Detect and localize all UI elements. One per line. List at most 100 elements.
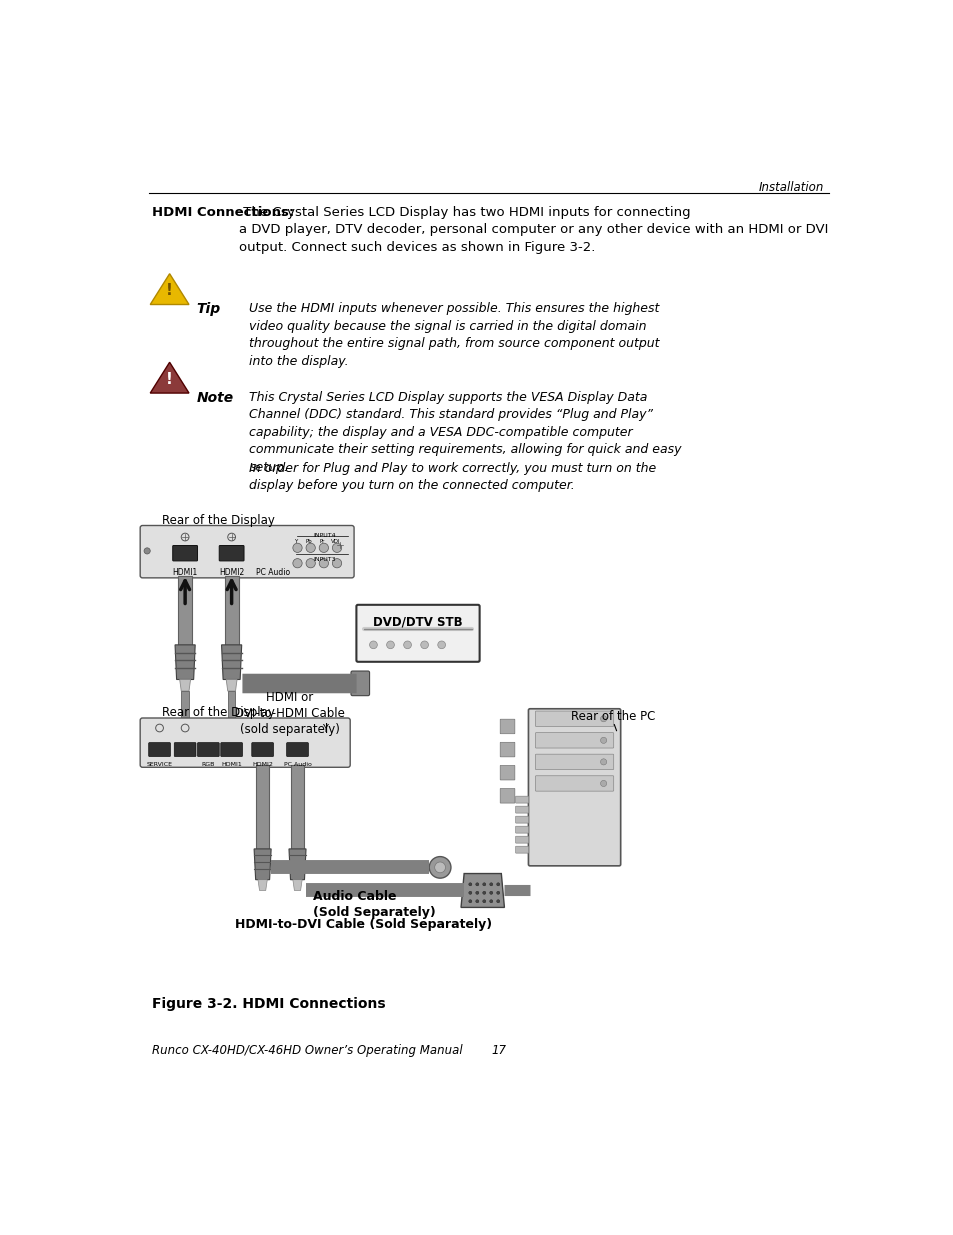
Circle shape xyxy=(489,892,493,894)
FancyBboxPatch shape xyxy=(528,709,620,866)
Polygon shape xyxy=(181,692,189,718)
FancyBboxPatch shape xyxy=(252,742,274,757)
Text: HDMI or
DVI-to-HDMI Cable
(sold separately): HDMI or DVI-to-HDMI Cable (sold separate… xyxy=(234,692,344,736)
Text: Runco CX-40HD/CX-46HD Owner’s Operating Manual: Runco CX-40HD/CX-46HD Owner’s Operating … xyxy=(152,1044,462,1057)
Circle shape xyxy=(599,737,606,743)
Text: Tip: Tip xyxy=(196,303,221,316)
Circle shape xyxy=(489,900,493,903)
Circle shape xyxy=(420,641,428,648)
FancyBboxPatch shape xyxy=(356,605,479,662)
Circle shape xyxy=(293,558,302,568)
Circle shape xyxy=(435,862,445,873)
Circle shape xyxy=(319,543,328,552)
FancyBboxPatch shape xyxy=(174,742,195,757)
Polygon shape xyxy=(221,645,241,679)
Text: Y: Y xyxy=(294,538,297,543)
FancyBboxPatch shape xyxy=(499,719,515,734)
FancyBboxPatch shape xyxy=(499,788,515,803)
Circle shape xyxy=(468,883,472,885)
Circle shape xyxy=(482,900,485,903)
Polygon shape xyxy=(460,873,504,908)
Text: RGB: RGB xyxy=(201,762,214,767)
Circle shape xyxy=(332,558,341,568)
FancyBboxPatch shape xyxy=(535,732,613,748)
FancyBboxPatch shape xyxy=(516,806,528,813)
Text: Rear of the Display: Rear of the Display xyxy=(162,706,274,720)
Text: This Crystal Series LCD Display supports the VESA Display Data
Channel (DDC) sta: This Crystal Series LCD Display supports… xyxy=(249,390,681,474)
Text: HDMI-to-DVI Cable (Sold Separately): HDMI-to-DVI Cable (Sold Separately) xyxy=(235,918,492,931)
Text: INPUT3: INPUT3 xyxy=(313,557,335,562)
FancyBboxPatch shape xyxy=(286,742,308,757)
Circle shape xyxy=(497,892,499,894)
Circle shape xyxy=(482,892,485,894)
Text: Audio Cable
(Sold Separately): Audio Cable (Sold Separately) xyxy=(313,889,436,919)
Text: Figure 3-2. HDMI Connections: Figure 3-2. HDMI Connections xyxy=(152,997,385,1010)
Circle shape xyxy=(429,857,451,878)
Text: Rear of the PC: Rear of the PC xyxy=(571,710,655,724)
FancyBboxPatch shape xyxy=(351,671,369,695)
Text: Installation: Installation xyxy=(759,180,823,194)
Circle shape xyxy=(599,716,606,721)
Circle shape xyxy=(369,641,377,648)
Polygon shape xyxy=(174,645,195,679)
Text: HDMI Connections:: HDMI Connections: xyxy=(152,206,294,219)
Circle shape xyxy=(476,883,478,885)
Circle shape xyxy=(144,548,150,555)
Circle shape xyxy=(403,641,411,648)
FancyBboxPatch shape xyxy=(220,742,242,757)
Text: HDMI2: HDMI2 xyxy=(219,568,244,577)
Polygon shape xyxy=(224,576,238,645)
Text: Pb: Pb xyxy=(305,538,313,543)
FancyBboxPatch shape xyxy=(149,742,171,757)
Polygon shape xyxy=(150,362,189,393)
FancyBboxPatch shape xyxy=(140,526,354,578)
Circle shape xyxy=(386,641,394,648)
Text: PC Audio: PC Audio xyxy=(283,762,311,767)
Text: !: ! xyxy=(166,283,172,298)
Circle shape xyxy=(489,883,493,885)
Circle shape xyxy=(468,900,472,903)
FancyBboxPatch shape xyxy=(516,836,528,844)
Text: SERVICE: SERVICE xyxy=(147,762,172,767)
Text: Note: Note xyxy=(196,390,233,405)
FancyBboxPatch shape xyxy=(172,546,197,561)
Circle shape xyxy=(468,892,472,894)
Text: VDI: VDI xyxy=(331,538,340,543)
Text: HDMI1: HDMI1 xyxy=(221,762,242,767)
Polygon shape xyxy=(253,848,271,879)
Circle shape xyxy=(497,900,499,903)
Polygon shape xyxy=(291,764,303,848)
Polygon shape xyxy=(289,848,306,879)
Circle shape xyxy=(437,641,445,648)
Circle shape xyxy=(306,558,315,568)
Circle shape xyxy=(476,892,478,894)
Text: In order for Plug and Play to work correctly, you must turn on the
display befor: In order for Plug and Play to work corre… xyxy=(249,462,656,492)
Polygon shape xyxy=(257,879,267,890)
FancyBboxPatch shape xyxy=(535,711,613,726)
FancyBboxPatch shape xyxy=(516,826,528,834)
Polygon shape xyxy=(150,274,189,305)
Polygon shape xyxy=(293,879,302,890)
Circle shape xyxy=(319,558,328,568)
FancyBboxPatch shape xyxy=(219,546,244,561)
Text: The Crystal Series LCD Display has two HDMI inputs for connecting
a DVD player, : The Crystal Series LCD Display has two H… xyxy=(239,206,828,254)
Text: Rear of the Display: Rear of the Display xyxy=(162,514,274,527)
FancyBboxPatch shape xyxy=(197,742,219,757)
Polygon shape xyxy=(228,692,235,718)
FancyBboxPatch shape xyxy=(516,816,528,823)
FancyBboxPatch shape xyxy=(535,755,613,769)
FancyBboxPatch shape xyxy=(516,797,528,803)
Text: HDMI1: HDMI1 xyxy=(172,568,197,577)
FancyBboxPatch shape xyxy=(499,766,515,781)
Circle shape xyxy=(332,543,341,552)
FancyBboxPatch shape xyxy=(140,718,350,767)
Polygon shape xyxy=(226,679,236,692)
Text: Pr: Pr xyxy=(319,538,325,543)
Circle shape xyxy=(599,758,606,764)
Circle shape xyxy=(599,781,606,787)
Text: DVD/DTV STB: DVD/DTV STB xyxy=(373,615,462,629)
Text: Y: Y xyxy=(321,724,327,734)
Polygon shape xyxy=(179,679,191,692)
Circle shape xyxy=(482,883,485,885)
Polygon shape xyxy=(256,764,269,848)
